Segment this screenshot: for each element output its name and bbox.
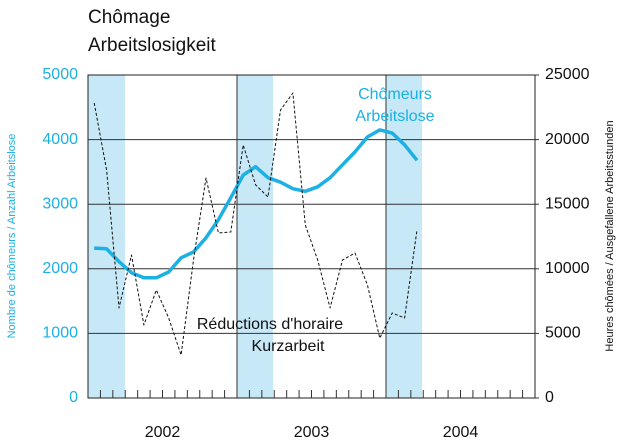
y2-tick-label: 20000 (545, 131, 590, 148)
y-tick-label: 3000 (42, 195, 78, 212)
series-label: Kurzarbeit (252, 338, 325, 355)
y2-tick-label: 25000 (545, 66, 590, 83)
y-axis-label: Nombre de chômeurs / Anzahl Arbeitslose (6, 134, 18, 339)
series-label: Réductions d'horaire (197, 316, 343, 333)
x-tick-label: 2003 (294, 424, 330, 441)
x-tick-label: 2002 (145, 424, 181, 441)
y-tick-label: 4000 (42, 131, 78, 148)
y2-tick-label: 5000 (545, 325, 581, 342)
series-line (93, 92, 418, 356)
y-tick-label: 5000 (42, 66, 78, 83)
shaded-period (88, 75, 125, 398)
y-tick-label: 2000 (42, 260, 78, 277)
x-tick-label: 2004 (443, 424, 479, 441)
y2-tick-label: 15000 (545, 195, 590, 212)
y-tick-label: 1000 (42, 325, 78, 342)
y2-tick-label: 10000 (545, 260, 590, 277)
series-label: Chômeurs (358, 86, 432, 103)
y2-axis-label: Heures chômées / Ausgefallene Arbeitsstu… (604, 120, 616, 351)
y2-tick-label: 0 (545, 389, 554, 406)
series-line (94, 128, 419, 280)
chart-subtitle: Arbeitslosigkeit (88, 35, 216, 56)
shaded-period (237, 75, 273, 398)
y-tick-label: 0 (69, 389, 78, 406)
chart-title: Chômage (88, 7, 170, 28)
series-label: Arbeitslose (355, 108, 434, 125)
